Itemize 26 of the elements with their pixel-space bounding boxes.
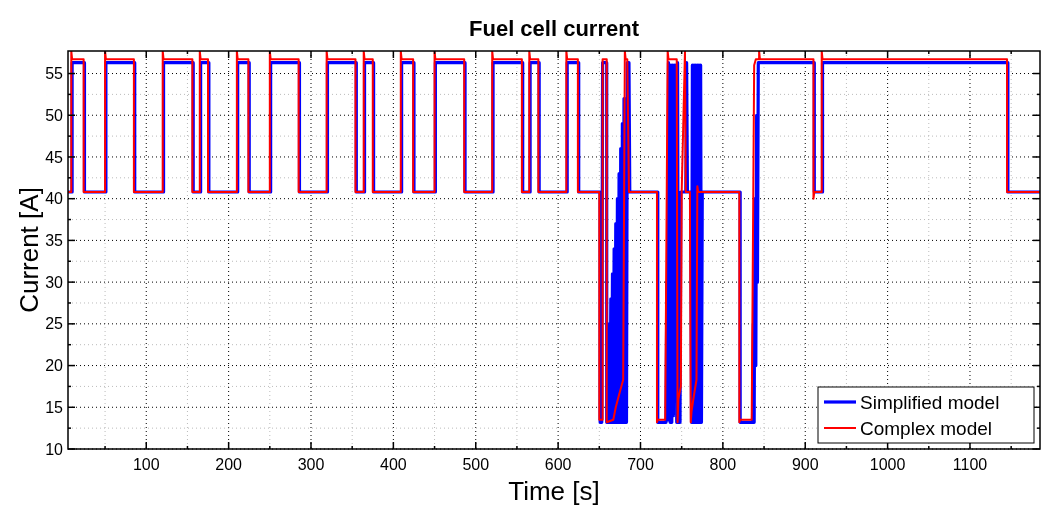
legend-label: Simplified model [860,391,1000,413]
x-tick-label: 200 [215,456,243,473]
chart-title: Fuel cell current [469,16,640,41]
y-tick-label: 10 [45,440,64,458]
legend-label: Complex model [860,417,992,439]
x-tick-label: 600 [544,456,572,473]
y-tick-label: 45 [45,148,64,166]
x-tick-label: 500 [462,456,490,473]
y-tick-label: 20 [45,357,64,375]
x-tick-label: 900 [791,456,819,473]
x-tick-label: 400 [380,456,407,473]
y-tick-label: 40 [45,190,64,208]
x-tick-label: 100 [132,456,160,473]
y-tick-label: 35 [45,232,64,249]
y-tick-label: 15 [45,398,64,416]
x-tick-label: 700 [627,456,654,473]
x-tick-label: 800 [709,456,737,473]
y-axis-title: Current [A] [14,187,44,313]
y-tick-label: 55 [45,65,64,83]
y-tick-label: 30 [45,273,64,291]
x-tick-label: 300 [297,456,325,473]
y-tick-label: 25 [45,315,64,333]
x-axis-title: Time [s] [508,476,600,506]
x-tick-label: 1100 [952,456,988,473]
y-tick-label: 50 [45,106,64,124]
x-tick-label: 1000 [869,456,906,473]
